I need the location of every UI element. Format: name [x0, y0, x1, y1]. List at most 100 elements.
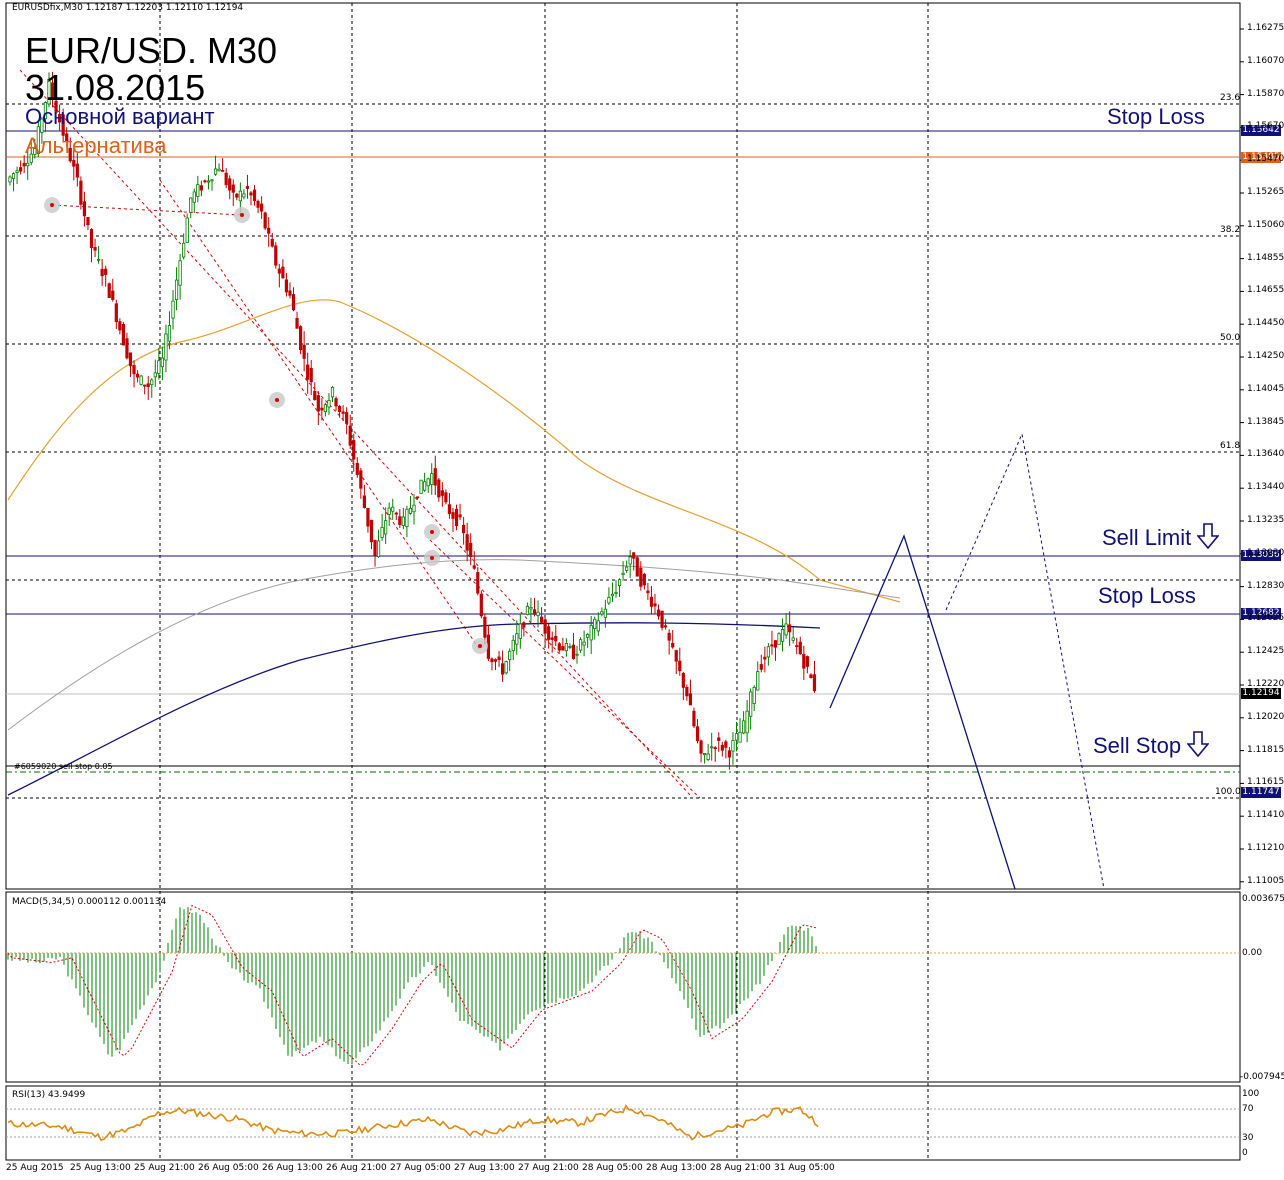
candle-body [773, 640, 778, 648]
candle-body [756, 671, 760, 691]
order-comment: #6059020 sell stop 0.05 [14, 762, 113, 771]
macd-label: MACD(5,34,5) 0.000112 0.001134 [12, 897, 167, 907]
rsi-tick-70: 70 [1242, 1104, 1254, 1114]
candle-body [107, 283, 111, 298]
candle-body [281, 266, 285, 279]
candle-body [529, 606, 533, 610]
candle-body [465, 534, 469, 551]
price-box-sell-stop: 1.11747 [1241, 787, 1281, 798]
candle-body [610, 593, 615, 597]
candle-body [43, 102, 48, 120]
candle-body [33, 148, 37, 155]
candle-body [780, 629, 785, 642]
candle-body [706, 753, 710, 760]
candle-body [306, 364, 310, 380]
signal-dot [430, 530, 434, 534]
candle-body [118, 321, 122, 331]
time-tick-label: 27 Aug 05:00 [390, 1163, 451, 1173]
candle-body [741, 720, 746, 734]
candle-body [625, 566, 629, 571]
candle-body [621, 572, 625, 575]
candle-body [681, 672, 685, 688]
candle-body [242, 193, 246, 198]
time-tick-label: 27 Aug 13:00 [454, 1163, 515, 1173]
macd-top-tick: 0.003675 [1242, 894, 1284, 904]
time-tick-label: 28 Aug 21:00 [710, 1163, 771, 1173]
price-tick-label: 1.16275 [1247, 23, 1284, 33]
candle-body [423, 481, 427, 491]
candle-body [29, 153, 33, 163]
candle-body [649, 596, 654, 607]
candle-body [561, 646, 565, 651]
price-box-stop-loss-top: 1.15642 [1241, 125, 1281, 136]
rsi-tick-0: 0 [1242, 1148, 1248, 1158]
candle-body [589, 624, 593, 641]
candle-body [433, 468, 437, 486]
price-box-sell-limit: 1.13036 [1241, 550, 1281, 561]
sell-limit-label: Sell Limit [1102, 523, 1221, 555]
candle-body [656, 609, 661, 617]
candle-body [749, 691, 753, 717]
macd-panel-border [5, 891, 1241, 1083]
price-tick-label: 1.12625 [1247, 613, 1284, 624]
candle-body [763, 656, 767, 660]
candle-body [405, 508, 409, 527]
candle-body [298, 326, 303, 351]
candle-body [284, 279, 289, 293]
price-tick-label: 1.14855 [1247, 252, 1284, 263]
price-tick-label: 1.15470 [1247, 154, 1284, 165]
candle-body [554, 635, 558, 642]
price-tick-label: 1.12020 [1247, 711, 1284, 722]
price-box-current: 1.12194 [1241, 688, 1281, 699]
candle-body [550, 637, 554, 640]
candle-body [593, 618, 597, 630]
candle-body [564, 643, 568, 652]
price-tick-label: 1.11005 [1247, 875, 1284, 886]
candle-body [798, 641, 802, 655]
fib-label-61-8: 61.8 [1220, 441, 1241, 451]
candle-body [291, 294, 296, 311]
projection-main-path [829, 534, 1016, 890]
candle-body [759, 664, 763, 670]
candle-body [557, 643, 561, 651]
macd-signal-line [7, 904, 817, 1066]
candle-body [518, 623, 522, 639]
candle-body [458, 514, 462, 518]
candle-body [678, 660, 682, 672]
candle-body [348, 425, 352, 446]
candle-body [646, 590, 650, 594]
chart-date: 31.08.2015 [25, 67, 206, 108]
candle-body [777, 633, 781, 645]
stop-loss-top-label: Stop Loss [1107, 104, 1205, 129]
price-tick-label: 1.13640 [1247, 449, 1284, 460]
price-tick-label: 1.14250 [1247, 351, 1284, 361]
candle-body [479, 593, 483, 617]
candle-body [89, 229, 94, 249]
candle-body [366, 507, 370, 527]
candle-body [362, 495, 366, 508]
candle-body [72, 160, 76, 167]
candle-body [217, 168, 221, 172]
candle-body [578, 639, 583, 651]
candle-body [430, 473, 434, 486]
candle-body [334, 398, 338, 407]
candle-body [160, 357, 164, 368]
candle-body [568, 645, 572, 648]
candle-body [260, 203, 264, 212]
candle-body [330, 387, 335, 398]
candle-body [713, 747, 717, 750]
candle-body [189, 197, 193, 213]
candle-body [93, 247, 97, 251]
rsi-label: RSI(13) 43.9499 [12, 1090, 86, 1100]
time-tick-label: 25 Aug 21:00 [134, 1163, 195, 1173]
candle-body [508, 650, 512, 661]
candle-body [182, 242, 186, 258]
candle-body [235, 193, 239, 198]
price-tick-label: 1.13030 [1247, 547, 1284, 558]
candle-body [710, 746, 714, 749]
price-tick-label: 1.12220 [1247, 679, 1284, 689]
candle-body [295, 317, 299, 329]
price-tick-label: 1.11410 [1247, 810, 1284, 821]
rsi-panel-border [5, 1085, 1241, 1161]
time-tick-label: 27 Aug 21:00 [518, 1163, 579, 1173]
